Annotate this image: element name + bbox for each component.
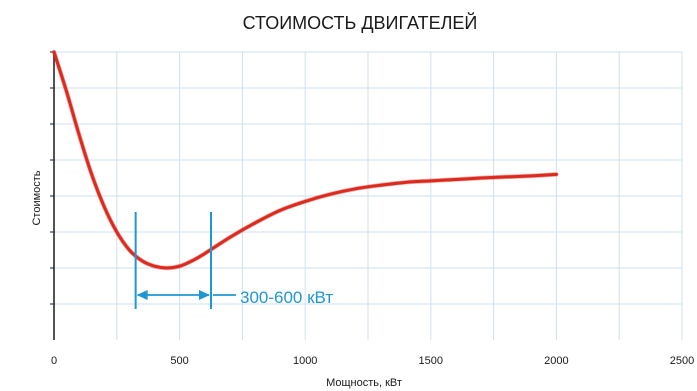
x-axis-label: Мощность, кВт	[326, 377, 402, 389]
range-annotation-label: 300-600 кВт	[240, 288, 333, 307]
x-tick-label: 0	[51, 355, 57, 367]
series-line	[52, 50, 558, 270]
x-tick-label: 2500	[670, 355, 694, 367]
x-tick-label: 500	[170, 355, 188, 367]
range-arrow-head-right	[199, 290, 210, 300]
series	[51, 49, 559, 271]
range-arrow-head-left	[136, 290, 148, 300]
x-tick-label: 1500	[419, 355, 443, 367]
y-axis-label: Стоимость	[31, 170, 43, 225]
range-annotation: 300-600 кВт	[134, 212, 333, 309]
grid	[50, 51, 683, 340]
chart-title: СТОИМОСТЬ ДВИГАТЕЛЕЙ	[243, 12, 478, 33]
x-tick-labels: 0 500 1000 1500 2000 2500	[51, 355, 694, 367]
x-tick-label: 2000	[544, 355, 568, 367]
x-tick-label: 1000	[293, 355, 317, 367]
